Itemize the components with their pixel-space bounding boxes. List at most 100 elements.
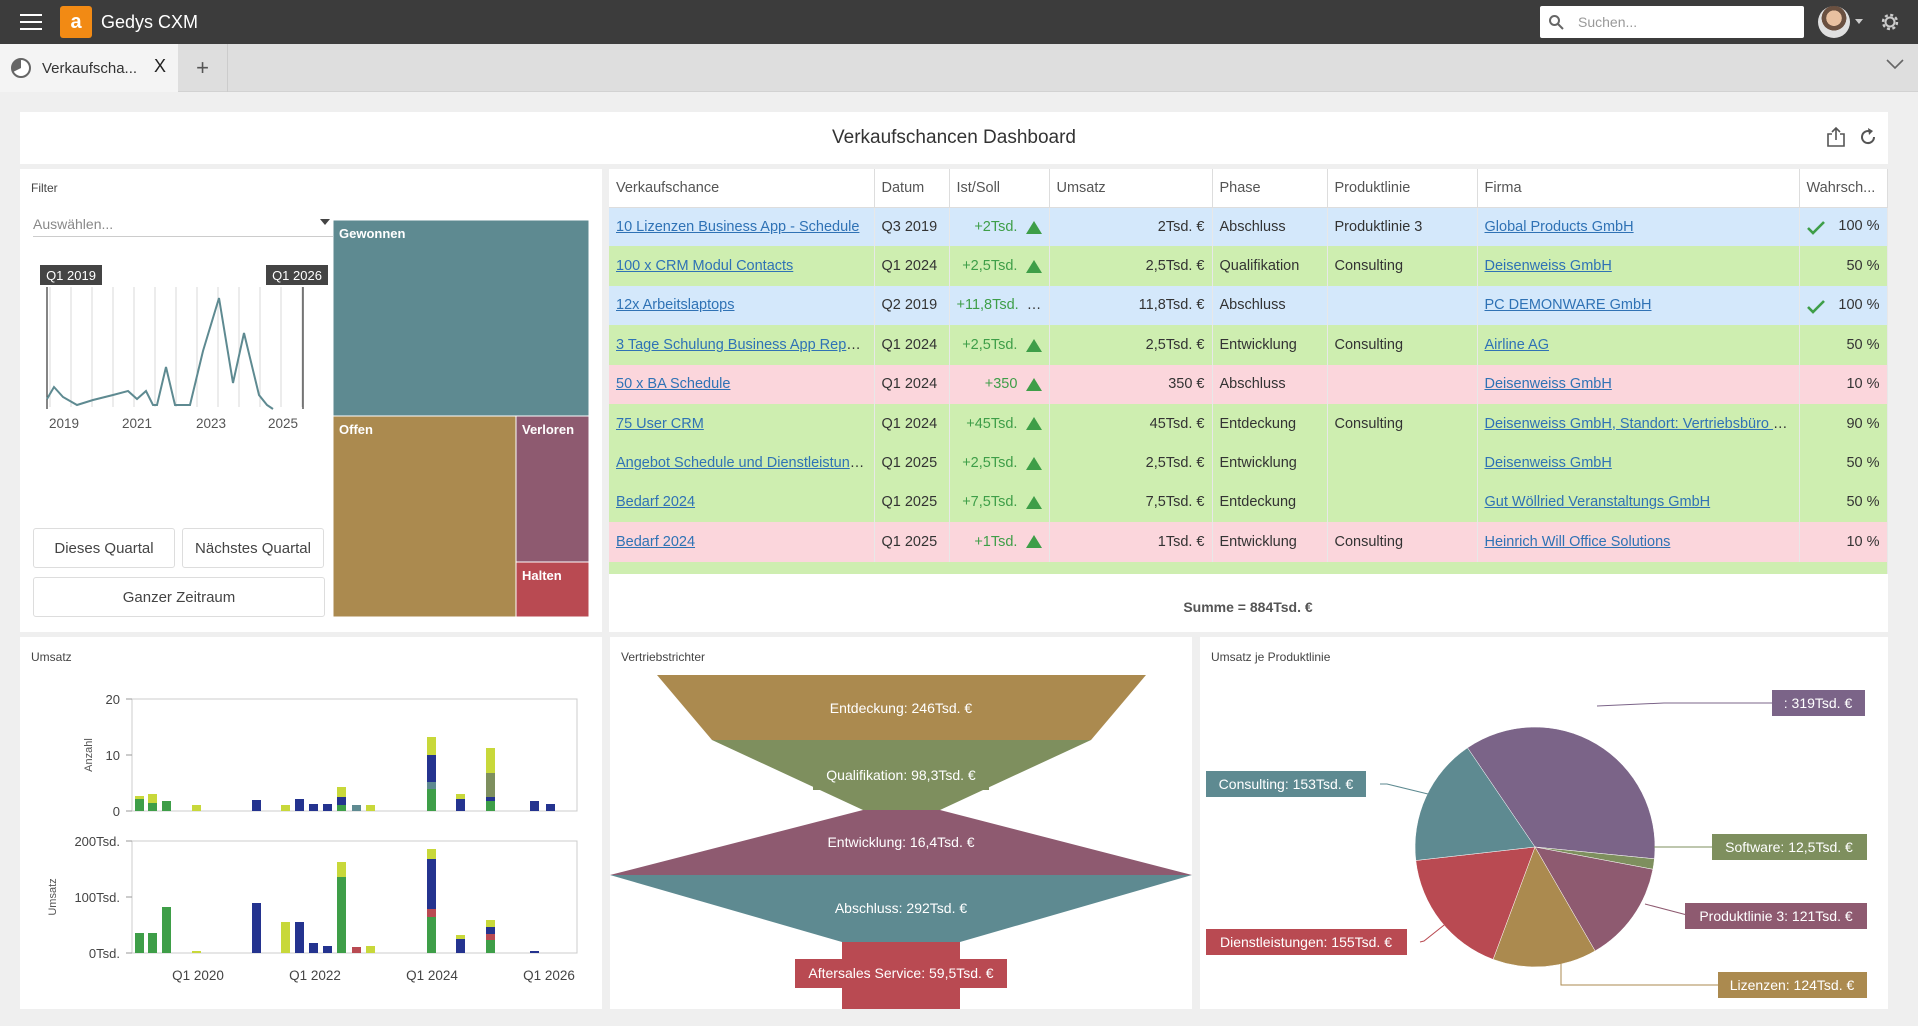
company-link[interactable]: Deisenweiss GmbH, Standort: Vertriebsbür… — [1484, 415, 1799, 432]
up-triangle-icon — [1025, 338, 1042, 352]
pie-title: Umsatz je Produktlinie — [1211, 650, 1331, 664]
col-header-delta[interactable]: Ist/Soll — [949, 169, 1050, 208]
funnel-stage-abschluss[interactable] — [610, 875, 1192, 942]
filter-title: Filter — [31, 181, 58, 195]
row-delta: +11,8Tsd. — [956, 297, 1019, 314]
treemap-gewonnen[interactable] — [333, 220, 589, 417]
funnel-panel: Vertriebstrichter Entdeckung: 246Tsd. € … — [610, 637, 1192, 1009]
status-treemap[interactable]: Gewonnen Offen Verloren Halten — [333, 220, 589, 617]
col-header-probability[interactable]: Wahrsch... — [1799, 169, 1888, 208]
filter-select[interactable]: Auswählen... — [33, 209, 338, 237]
treemap-offen[interactable] — [333, 415, 517, 617]
row-umsatz: 350 € — [1049, 364, 1213, 404]
company-link[interactable]: Deisenweiss GmbH — [1484, 376, 1612, 393]
col-header-produktlinie[interactable]: Produktlinie — [1327, 169, 1478, 208]
table-row[interactable]: Bedarf 2024 Q1 2025 +7,5Tsd. 7,5Tsd. € Entd… — [609, 482, 1888, 523]
col-header-date[interactable]: Datum — [874, 169, 950, 208]
company-link[interactable]: Deisenweiss GmbH — [1484, 455, 1612, 472]
col-header-firma[interactable]: Firma — [1477, 169, 1800, 208]
refresh-icon[interactable] — [1858, 127, 1878, 147]
table-row[interactable]: 75 User CRM Q1 2024 +45Tsd. 45Tsd. € Entdec… — [609, 403, 1888, 444]
row-produktlinie — [1327, 285, 1478, 326]
opportunity-link[interactable]: Angebot Schedule und Dienstleistungen — [616, 455, 874, 472]
company-link[interactable]: PC DEMONWARE GmbH — [1484, 297, 1652, 314]
opportunity-table: Verkaufschance Datum Ist/Soll Umsatz Pha… — [609, 169, 1888, 574]
opportunity-link[interactable]: 10 Lizenzen Business App - Schedule — [616, 218, 860, 235]
opportunity-link[interactable]: 75 User CRM — [616, 415, 704, 432]
table-row[interactable]: Angebot Schedule und Dienstleistungen Q1 … — [609, 443, 1888, 483]
row-delta-cell: +1Tsd. — [949, 522, 1050, 562]
row-umsatz: 2,5Tsd. € — [1049, 246, 1213, 286]
opportunity-link[interactable]: Bedarf 2024 — [616, 533, 696, 550]
search-icon — [1549, 15, 1564, 30]
table-row[interactable]: 10 Lizenzen Business App - Schedule Q3 20… — [609, 207, 1888, 247]
row-phase: Abschluss — [1212, 285, 1328, 326]
pie-slice-3[interactable] — [1492, 846, 1596, 968]
pie-slice-0[interactable] — [1467, 726, 1656, 860]
col-header-phase[interactable]: Phase — [1212, 169, 1328, 208]
treemap-verloren[interactable] — [515, 415, 589, 563]
row-delta: +2,5Tsd. — [962, 455, 1018, 472]
row-phase: Entdeckung — [1212, 403, 1328, 444]
company-link[interactable]: Global Products GmbH — [1484, 218, 1634, 235]
user-avatar[interactable] — [1818, 6, 1850, 38]
add-tab-button[interactable]: + — [178, 44, 228, 92]
pie-slice-5[interactable] — [1414, 747, 1536, 861]
company-link[interactable]: Deisenweiss GmbH — [1484, 258, 1612, 275]
chevron-down-icon[interactable] — [1855, 19, 1863, 25]
app-logo[interactable]: a — [60, 6, 92, 38]
row-name-cell: 3 Tage Schulung Business App Reports — [609, 325, 875, 365]
tab-dashboard[interactable]: Verkaufscha... X — [0, 44, 178, 92]
table-row[interactable]: 100 x CRM Modul Contacts Q1 2024 +2,5Tsd. … — [609, 246, 1888, 286]
umsatz-chart[interactable]: 20 10 0 200Tsd. 100Tsd. 0Tsd. Anzahl Ums… — [20, 637, 602, 1009]
treemap-halten[interactable] — [515, 561, 589, 617]
table-row[interactable]: 3 Tage Schulung Business App Reports Q1 2… — [609, 325, 1888, 365]
table-row[interactable]: Bedarf 2024 Q1 2025 +1Tsd. 1Tsd. € Entwickl… — [609, 522, 1888, 562]
row-date: Q1 2024 — [874, 364, 950, 404]
col-header-umsatz[interactable]: Umsatz — [1049, 169, 1213, 208]
opportunity-grid-panel: Verkaufschance Datum Ist/Soll Umsatz Pha… — [609, 169, 1888, 632]
table-row[interactable]: 50 x BA Schedule Q1 2024 +350 350 € Abschlu… — [609, 364, 1888, 404]
whole-period-button[interactable]: Ganzer Zeitraum — [33, 577, 325, 617]
row-delta: +45Tsd. — [966, 415, 1018, 432]
export-icon[interactable] — [1826, 126, 1846, 148]
company-link[interactable]: Heinrich Will Office Solutions — [1484, 533, 1671, 550]
pie-chart[interactable]: : 319Tsd. € Software: 12,5Tsd. € Produkt… — [1200, 637, 1888, 1009]
funnel-stage-entwicklung[interactable] — [610, 810, 1192, 875]
menu-icon[interactable] — [20, 14, 42, 30]
col-header-name[interactable]: Verkaufschance — [609, 169, 875, 208]
row-probability-cell: 10 % — [1799, 522, 1888, 562]
this-quarter-button[interactable]: Dieses Quartal — [33, 528, 175, 568]
row-name-cell: 12x Arbeitslaptops — [609, 285, 875, 326]
company-link[interactable]: Gut Wöllried Veranstaltungs GmbH — [1484, 494, 1711, 511]
tab-close-button[interactable]: X — [154, 56, 167, 76]
opportunity-link[interactable]: 3 Tage Schulung Business App Reports — [616, 336, 871, 353]
opportunity-link[interactable]: 50 x BA Schedule — [616, 376, 731, 393]
chevron-down-icon[interactable] — [1886, 58, 1904, 70]
timeline-chart[interactable]: Q1 2019 Q1 2026 2019 2021 2023 2025 — [33, 259, 343, 439]
company-link[interactable]: Airline AG — [1484, 336, 1549, 353]
opportunity-link[interactable]: 12x Arbeitslaptops — [616, 297, 735, 314]
row-name-cell: Bedarf 2024 — [609, 522, 875, 562]
dashboard-header: Verkaufschancen Dashboard — [20, 112, 1888, 164]
row-probability: 90 % — [1846, 415, 1880, 432]
row-umsatz: 1Tsd. € — [1049, 522, 1213, 562]
funnel-stage-entdeckung[interactable] — [657, 675, 1146, 740]
funnel-chart[interactable]: Entdeckung: 246Tsd. € Qualifikation: 98,… — [610, 637, 1192, 1009]
search-input[interactable] — [1578, 14, 1788, 30]
opportunity-link[interactable]: 100 x CRM Modul Contacts — [616, 258, 794, 275]
bottom-tick-0: 0Tsd. — [89, 946, 120, 961]
top-tick-0: 0 — [113, 804, 120, 819]
pie-slice-4[interactable] — [1415, 846, 1536, 960]
row-firma-cell: Heinrich Will Office Solutions — [1477, 522, 1800, 562]
gear-icon[interactable] — [1878, 10, 1902, 34]
next-quarter-button[interactable]: Nächstes Quartal — [182, 528, 324, 568]
row-produktlinie — [1327, 364, 1478, 404]
row-date: Q1 2025 — [874, 482, 950, 523]
row-umsatz: 7,5Tsd. € — [1049, 482, 1213, 523]
table-row[interactable]: 12x Arbeitslaptops Q2 2019 +11,8Tsd. 11,8T… — [609, 285, 1888, 326]
pie-slice-2[interactable] — [1534, 846, 1654, 952]
row-firma-cell: Deisenweiss GmbH, Standort: Vertriebsbür… — [1477, 403, 1800, 444]
opportunity-link[interactable]: Bedarf 2024 — [616, 494, 696, 511]
pie-label-0: : 319Tsd. € — [1784, 695, 1853, 711]
